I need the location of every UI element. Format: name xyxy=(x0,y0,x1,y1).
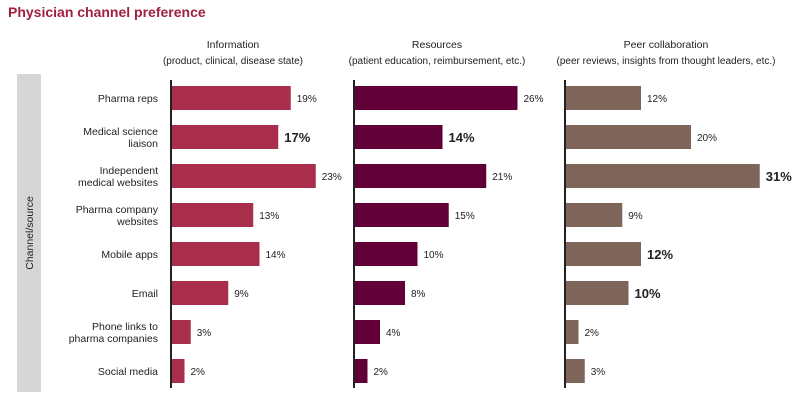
data-label: 12% xyxy=(647,94,667,105)
bar xyxy=(566,164,760,188)
data-label: 8% xyxy=(411,289,426,300)
bar xyxy=(355,359,368,383)
data-label: 21% xyxy=(492,172,512,183)
category-label: Mobile apps xyxy=(101,249,158,261)
chart-title: Physician channel preference xyxy=(8,4,206,20)
category-label: Social media xyxy=(98,366,158,378)
category-label: pharma companies xyxy=(69,333,158,345)
bar xyxy=(355,125,443,149)
category-label: liaison xyxy=(128,138,158,150)
bar xyxy=(172,86,291,110)
bar xyxy=(172,359,185,383)
bar xyxy=(355,164,487,188)
data-label: 17% xyxy=(284,130,310,145)
data-label: 10% xyxy=(424,250,444,261)
data-label: 19% xyxy=(297,94,317,105)
bar xyxy=(172,203,254,227)
category-label: Pharma company xyxy=(76,204,159,216)
category-label: Pharma reps xyxy=(98,93,158,105)
data-label: 23% xyxy=(322,172,342,183)
bar xyxy=(566,242,641,266)
bar xyxy=(355,86,518,110)
series-subheader: (patient education, reimbursement, etc.) xyxy=(349,56,526,67)
data-label: 10% xyxy=(635,286,661,301)
bar xyxy=(355,320,380,344)
bar xyxy=(172,125,279,149)
bar xyxy=(566,203,623,227)
category-label: medical websites xyxy=(78,177,158,189)
data-label: 14% xyxy=(449,130,475,145)
category-label: websites xyxy=(116,216,158,228)
bar xyxy=(566,281,629,305)
data-label: 3% xyxy=(197,328,212,339)
side-axis-label: Channel/source xyxy=(24,196,36,270)
data-label: 2% xyxy=(374,367,389,378)
data-label: 9% xyxy=(628,211,643,222)
category-label: Email xyxy=(132,288,158,300)
bar xyxy=(172,164,316,188)
data-label: 3% xyxy=(591,367,606,378)
data-label: 20% xyxy=(697,133,717,144)
data-label: 15% xyxy=(455,211,475,222)
bar xyxy=(355,242,418,266)
bar xyxy=(566,359,585,383)
data-label: 2% xyxy=(191,367,206,378)
side-band xyxy=(17,74,41,392)
data-label: 13% xyxy=(259,211,279,222)
category-label: Phone links to xyxy=(92,321,158,333)
series-subheader: (product, clinical, disease state) xyxy=(163,56,303,67)
series-subheader: (peer reviews, insights from thought lea… xyxy=(557,56,776,67)
data-label: 31% xyxy=(766,169,792,184)
data-label: 26% xyxy=(524,94,544,105)
category-label: Independent xyxy=(100,165,158,177)
data-label: 12% xyxy=(647,247,673,262)
bar xyxy=(172,320,191,344)
bar xyxy=(566,125,691,149)
bar xyxy=(566,86,641,110)
bar xyxy=(172,242,260,266)
series-header: Information xyxy=(207,39,260,51)
data-label: 2% xyxy=(585,328,600,339)
bar xyxy=(355,203,449,227)
bar xyxy=(172,281,229,305)
bar xyxy=(355,281,405,305)
series-header: Resources xyxy=(412,39,462,51)
category-label: Medical science xyxy=(83,126,158,138)
data-label: 4% xyxy=(386,328,401,339)
data-label: 14% xyxy=(266,250,286,261)
bar xyxy=(566,320,579,344)
data-label: 9% xyxy=(234,289,249,300)
series-header: Peer collaboration xyxy=(624,39,709,51)
